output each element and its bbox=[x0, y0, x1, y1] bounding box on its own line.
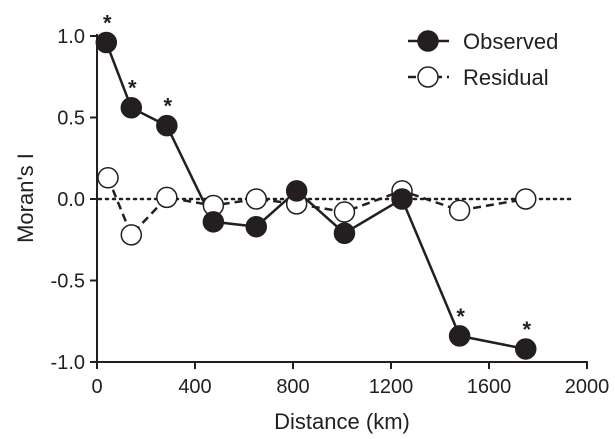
observed-point bbox=[202, 211, 225, 233]
y-tick-label: 0.0 bbox=[57, 189, 85, 211]
residual-point bbox=[97, 167, 119, 189]
y-tick-label: -0.5 bbox=[51, 271, 85, 293]
residual-point bbox=[515, 188, 537, 210]
legend-residual-label: Residual bbox=[463, 65, 549, 90]
significance-star: * bbox=[128, 76, 137, 101]
legend-observed-marker bbox=[417, 30, 439, 52]
residual-point bbox=[156, 186, 178, 209]
observed-point bbox=[120, 96, 143, 119]
x-tick-label: 400 bbox=[178, 376, 211, 398]
legend-item-observed: Observed bbox=[408, 29, 558, 54]
x-tick-label: 2000 bbox=[565, 376, 610, 398]
observed-point bbox=[515, 338, 537, 360]
y-tick-label: -1.0 bbox=[51, 352, 85, 374]
y-axis-ticks: 1.0 0.5 0.0 -0.5 -1.0 bbox=[51, 26, 97, 374]
significance-markers: * * * * * bbox=[103, 11, 531, 342]
residual-point bbox=[120, 224, 143, 246]
x-axis-ticks: 0 400 800 1200 1600 2000 bbox=[91, 362, 609, 398]
residual-series-line bbox=[106, 177, 527, 238]
legend: Observed Residual bbox=[408, 29, 558, 90]
x-tick-label: 800 bbox=[276, 376, 309, 398]
y-tick-label: 1.0 bbox=[57, 26, 85, 48]
observed-point bbox=[333, 222, 356, 244]
residual-point bbox=[245, 188, 267, 210]
significance-star: * bbox=[164, 94, 173, 119]
x-tick-label: 1600 bbox=[467, 376, 512, 398]
observed-point bbox=[285, 180, 308, 202]
x-axis-title: Distance (km) bbox=[274, 409, 410, 434]
x-tick-label: 1200 bbox=[369, 376, 414, 398]
legend-residual-marker bbox=[417, 66, 439, 88]
observed-point bbox=[391, 188, 413, 210]
observed-point bbox=[156, 114, 178, 137]
y-tick-label: 0.5 bbox=[57, 108, 85, 130]
significance-star: * bbox=[522, 317, 531, 342]
observed-point bbox=[448, 325, 471, 347]
y-axis-title: Moran's I bbox=[13, 153, 38, 243]
observed-point bbox=[245, 215, 267, 238]
observed-points bbox=[95, 31, 537, 360]
x-tick-label: 0 bbox=[91, 376, 102, 398]
observed-series-line bbox=[105, 42, 527, 351]
significance-star: * bbox=[103, 11, 112, 36]
significance-star: * bbox=[456, 304, 465, 329]
legend-observed-label: Observed bbox=[463, 29, 558, 54]
residual-point bbox=[333, 201, 356, 223]
legend-item-residual: Residual bbox=[408, 65, 549, 90]
residual-point bbox=[448, 199, 471, 222]
axes: 1.0 0.5 0.0 -0.5 -1.0 0 400 800 1200 1600 2000 bbox=[51, 26, 610, 398]
plot-area: * * * * * bbox=[95, 11, 577, 360]
